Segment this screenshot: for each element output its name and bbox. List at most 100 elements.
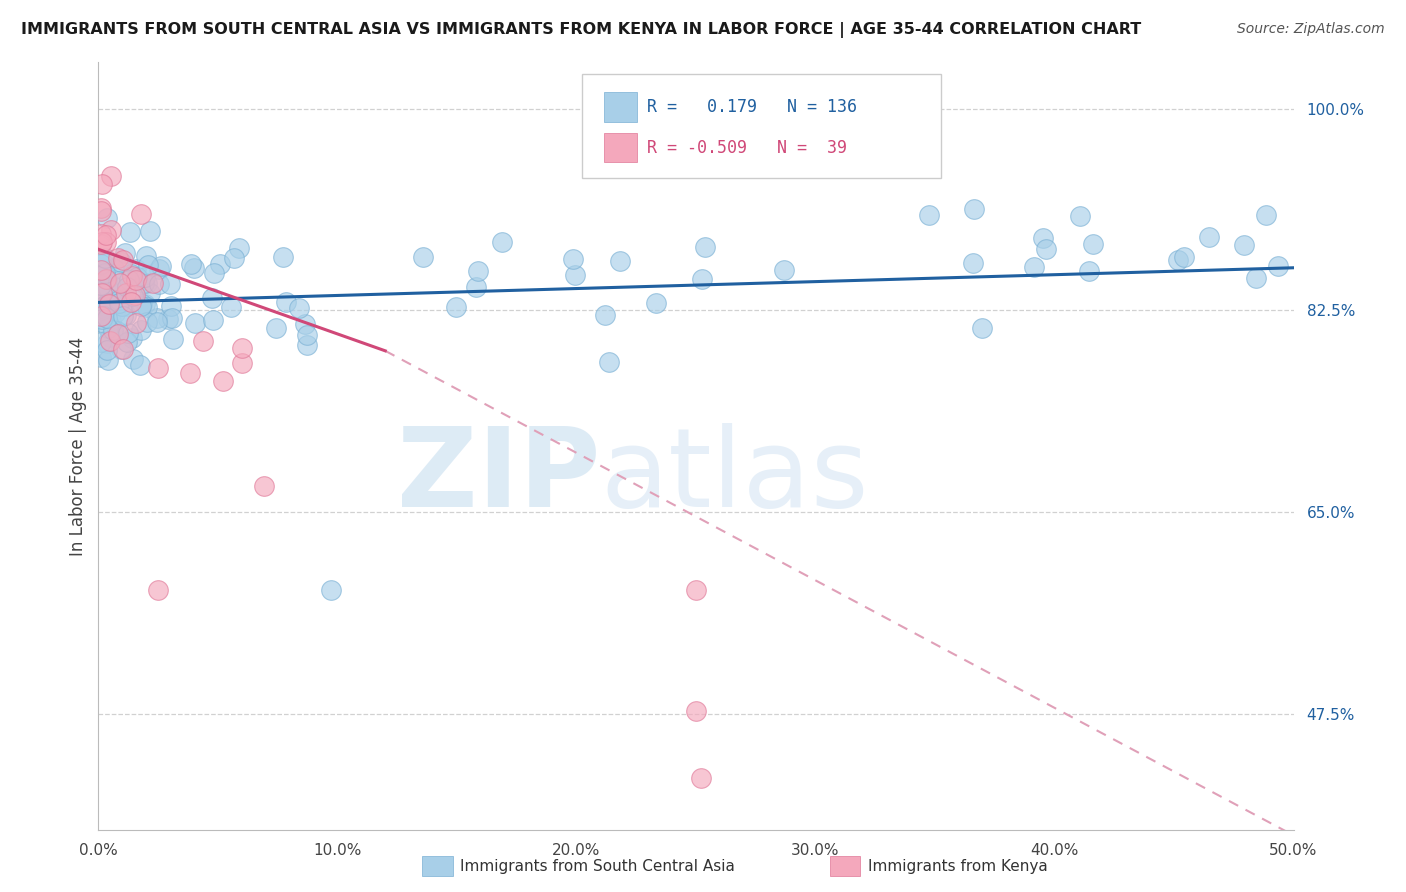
Point: [122, 351, 145, 366]
Point: [96, 211, 118, 226]
Point: [121, 331, 143, 345]
Point: [103, 262, 125, 277]
Point: [125, 262, 148, 277]
Point: [97, 320, 120, 334]
Point: [139, 225, 162, 239]
Point: [593, 308, 616, 322]
Bar: [605, 133, 637, 162]
Point: [98, 329, 121, 343]
Point: [201, 291, 224, 305]
Point: [90, 277, 112, 292]
Point: [609, 254, 631, 268]
Point: [689, 771, 711, 785]
Point: [297, 338, 319, 352]
Point: [179, 366, 201, 380]
Point: [142, 276, 165, 290]
Point: [138, 258, 160, 272]
Point: [1035, 242, 1057, 256]
Point: [112, 252, 135, 267]
Point: [160, 299, 183, 313]
Point: [107, 324, 129, 338]
Point: [690, 272, 713, 286]
Point: [93, 289, 115, 303]
Point: [1032, 231, 1054, 245]
Point: [108, 293, 131, 307]
Point: [135, 277, 157, 291]
Text: ZIP: ZIP: [396, 423, 600, 530]
Point: [129, 359, 152, 373]
Point: [90, 310, 112, 324]
Text: IMMIGRANTS FROM SOUTH CENTRAL ASIA VS IMMIGRANTS FROM KENYA IN LABOR FORCE | AGE: IMMIGRANTS FROM SOUTH CENTRAL ASIA VS IM…: [21, 22, 1142, 38]
Point: [211, 374, 233, 388]
Point: [962, 256, 984, 270]
Point: [107, 326, 129, 341]
Point: [90, 265, 112, 279]
Point: [191, 334, 214, 348]
Point: [444, 300, 467, 314]
Point: [117, 326, 139, 340]
Point: [120, 294, 142, 309]
Point: [94, 228, 117, 243]
Point: [90, 263, 112, 277]
Point: [91, 315, 114, 329]
Point: [1267, 259, 1289, 273]
Point: [148, 262, 170, 277]
Text: atlas: atlas: [600, 423, 869, 530]
Point: [136, 300, 159, 314]
Point: [276, 294, 298, 309]
Point: [253, 479, 276, 493]
Point: [90, 287, 112, 301]
Point: [96, 272, 118, 286]
Point: [90, 351, 112, 365]
Point: [107, 296, 129, 310]
Point: [114, 246, 136, 260]
Point: [90, 227, 112, 241]
Point: [100, 169, 122, 184]
Point: [96, 343, 118, 358]
Point: [90, 237, 112, 252]
Point: [412, 250, 434, 264]
Point: [162, 332, 184, 346]
Point: [202, 266, 225, 280]
Point: [464, 279, 486, 293]
Point: [963, 202, 986, 216]
Point: [1198, 230, 1220, 244]
Text: Immigrants from South Central Asia: Immigrants from South Central Asia: [460, 859, 735, 873]
Point: [90, 235, 112, 250]
Point: [157, 312, 180, 326]
Point: [112, 310, 135, 324]
Point: [93, 299, 115, 313]
Point: [96, 311, 118, 326]
Point: [135, 249, 157, 263]
Point: [1244, 271, 1267, 285]
Point: [183, 260, 205, 275]
Point: [97, 297, 120, 311]
Point: [97, 281, 120, 295]
Point: [122, 289, 145, 303]
Point: [90, 303, 112, 318]
Point: [100, 223, 122, 237]
Point: [467, 264, 489, 278]
Point: [129, 323, 152, 337]
Point: [117, 299, 139, 313]
Point: [96, 336, 118, 351]
Point: [160, 310, 183, 325]
Point: [94, 309, 117, 323]
Point: [98, 334, 121, 348]
Point: [180, 257, 202, 271]
Point: [146, 315, 169, 329]
Point: [101, 279, 124, 293]
Point: [264, 321, 287, 335]
Point: [231, 341, 253, 355]
Point: [110, 343, 132, 357]
Point: [1024, 260, 1046, 274]
Point: [97, 353, 120, 368]
Point: [288, 301, 311, 316]
Point: [90, 311, 112, 326]
Point: [228, 241, 250, 255]
Point: [645, 296, 668, 310]
Point: [132, 276, 155, 290]
Point: [93, 268, 115, 282]
Y-axis label: In Labor Force | Age 35-44: In Labor Force | Age 35-44: [69, 336, 87, 556]
Point: [148, 582, 170, 597]
